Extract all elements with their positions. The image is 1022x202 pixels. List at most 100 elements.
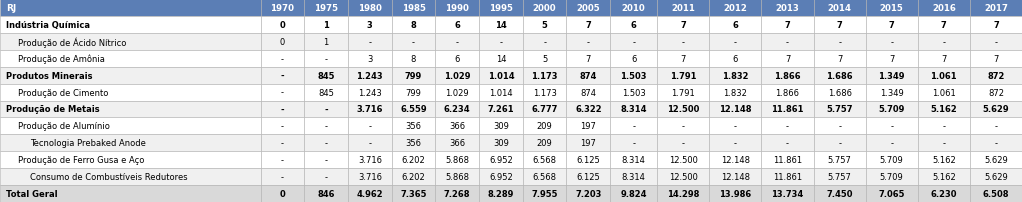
Bar: [970, 34, 1022, 50]
Bar: [566, 84, 610, 101]
Bar: [970, 50, 1022, 67]
Text: 5.629: 5.629: [984, 155, 1008, 164]
Bar: [479, 135, 523, 152]
Bar: [566, 135, 610, 152]
Text: -: -: [838, 38, 841, 47]
Text: 1: 1: [323, 21, 329, 30]
Text: 1.686: 1.686: [828, 88, 851, 97]
Bar: [657, 152, 709, 168]
Bar: [0, 50, 261, 67]
Bar: [709, 0, 761, 17]
Bar: [566, 168, 610, 185]
Bar: [814, 34, 866, 50]
Text: 5.757: 5.757: [828, 155, 851, 164]
Text: -: -: [682, 139, 685, 148]
Text: 11.861: 11.861: [773, 172, 802, 181]
Bar: [0, 84, 261, 101]
Text: -: -: [281, 105, 284, 114]
Bar: [566, 101, 610, 118]
Bar: [610, 185, 657, 202]
Text: -: -: [587, 38, 590, 47]
Text: 5.629: 5.629: [984, 172, 1008, 181]
Bar: [814, 84, 866, 101]
Text: 3.716: 3.716: [358, 155, 382, 164]
Bar: [391, 67, 435, 84]
Text: 2012: 2012: [724, 4, 747, 13]
Bar: [709, 101, 761, 118]
Bar: [566, 185, 610, 202]
Bar: [918, 50, 970, 67]
Text: 5.629: 5.629: [982, 105, 1010, 114]
Bar: [866, 135, 918, 152]
Text: 0: 0: [280, 38, 285, 47]
Bar: [709, 135, 761, 152]
Bar: [391, 17, 435, 34]
Bar: [610, 118, 657, 135]
Bar: [918, 84, 970, 101]
Bar: [761, 101, 814, 118]
Text: 5.162: 5.162: [932, 172, 956, 181]
Text: -: -: [281, 71, 284, 80]
Text: Produção de Alumínio: Produção de Alumínio: [18, 122, 110, 131]
Bar: [435, 118, 479, 135]
Bar: [866, 118, 918, 135]
Bar: [814, 185, 866, 202]
Text: 1.686: 1.686: [827, 71, 853, 80]
Text: 846: 846: [318, 189, 335, 198]
Text: Produção de Amônia: Produção de Amônia: [18, 54, 105, 64]
Bar: [479, 118, 523, 135]
Bar: [761, 17, 814, 34]
Text: -: -: [786, 38, 789, 47]
Bar: [347, 50, 391, 67]
Bar: [970, 185, 1022, 202]
Bar: [657, 17, 709, 34]
Bar: [970, 101, 1022, 118]
Bar: [657, 67, 709, 84]
Bar: [305, 185, 347, 202]
Bar: [0, 17, 261, 34]
Text: -: -: [682, 38, 685, 47]
Text: -: -: [633, 122, 636, 131]
Text: 356: 356: [406, 139, 421, 148]
Bar: [479, 0, 523, 17]
Bar: [566, 118, 610, 135]
Bar: [657, 0, 709, 17]
Bar: [761, 118, 814, 135]
Text: 1.349: 1.349: [880, 88, 903, 97]
Bar: [261, 118, 305, 135]
Bar: [523, 34, 566, 50]
Text: 1970: 1970: [271, 4, 294, 13]
Text: -: -: [412, 38, 415, 47]
Bar: [866, 84, 918, 101]
Text: 3.716: 3.716: [357, 105, 383, 114]
Bar: [391, 168, 435, 185]
Text: -: -: [368, 139, 371, 148]
Bar: [305, 17, 347, 34]
Bar: [391, 101, 435, 118]
Text: 6: 6: [631, 54, 637, 63]
Bar: [761, 135, 814, 152]
Bar: [918, 34, 970, 50]
Bar: [0, 34, 261, 50]
Bar: [970, 118, 1022, 135]
Bar: [391, 118, 435, 135]
Bar: [814, 101, 866, 118]
Bar: [347, 135, 391, 152]
Bar: [523, 50, 566, 67]
Text: -: -: [281, 88, 284, 97]
Text: -: -: [281, 139, 284, 148]
Bar: [523, 152, 566, 168]
Text: 12.500: 12.500: [667, 105, 699, 114]
Text: 11.861: 11.861: [772, 105, 803, 114]
Bar: [435, 67, 479, 84]
Text: 7: 7: [681, 21, 686, 30]
Text: -: -: [890, 38, 893, 47]
Text: 8: 8: [411, 21, 416, 30]
Text: 309: 309: [493, 122, 509, 131]
Text: -: -: [281, 122, 284, 131]
Text: -: -: [325, 54, 328, 63]
Bar: [566, 67, 610, 84]
Bar: [523, 84, 566, 101]
Text: 1.503: 1.503: [621, 88, 646, 97]
Text: 14.298: 14.298: [667, 189, 699, 198]
